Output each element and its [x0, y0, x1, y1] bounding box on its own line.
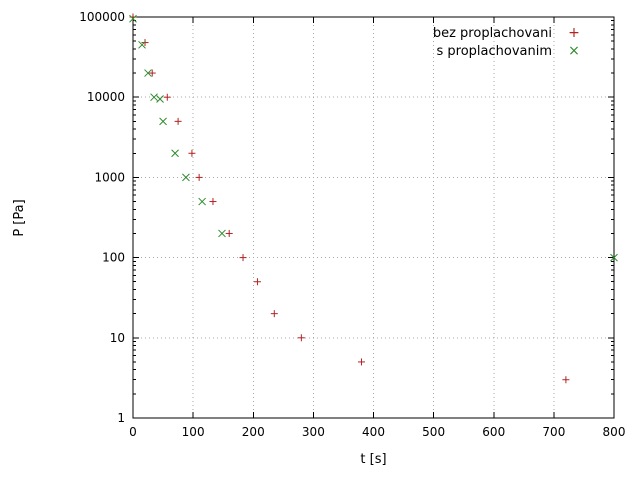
legend: bez proplachovani + s proplachovanim × [433, 24, 582, 60]
svg-text:10000: 10000 [87, 90, 125, 104]
svg-text:600: 600 [482, 425, 505, 439]
legend-entry-s-proplachovanim: s proplachovanim × [433, 42, 582, 60]
svg-text:700: 700 [542, 425, 565, 439]
svg-text:1: 1 [117, 411, 125, 425]
plus-marker-icon: + [568, 25, 580, 41]
legend-label: s proplachovanim [436, 43, 552, 59]
svg-text:500: 500 [422, 425, 445, 439]
svg-text:100: 100 [102, 251, 125, 265]
svg-text:100000: 100000 [79, 10, 125, 24]
y-axis-label: P [Pa] [12, 199, 27, 237]
svg-text:400: 400 [362, 425, 385, 439]
cross-marker-icon: × [568, 43, 580, 59]
x-axis-label: t [s] [360, 452, 387, 467]
svg-text:1000: 1000 [94, 170, 125, 184]
svg-text:800: 800 [603, 425, 626, 439]
legend-label: bez proplachovani [432, 25, 552, 41]
svg-text:200: 200 [242, 425, 265, 439]
svg-text:300: 300 [302, 425, 325, 439]
svg-text:10: 10 [110, 331, 125, 345]
legend-entry-bez-proplachovani: bez proplachovani + [433, 24, 582, 42]
svg-text:100: 100 [182, 425, 205, 439]
svg-text:0: 0 [129, 425, 137, 439]
